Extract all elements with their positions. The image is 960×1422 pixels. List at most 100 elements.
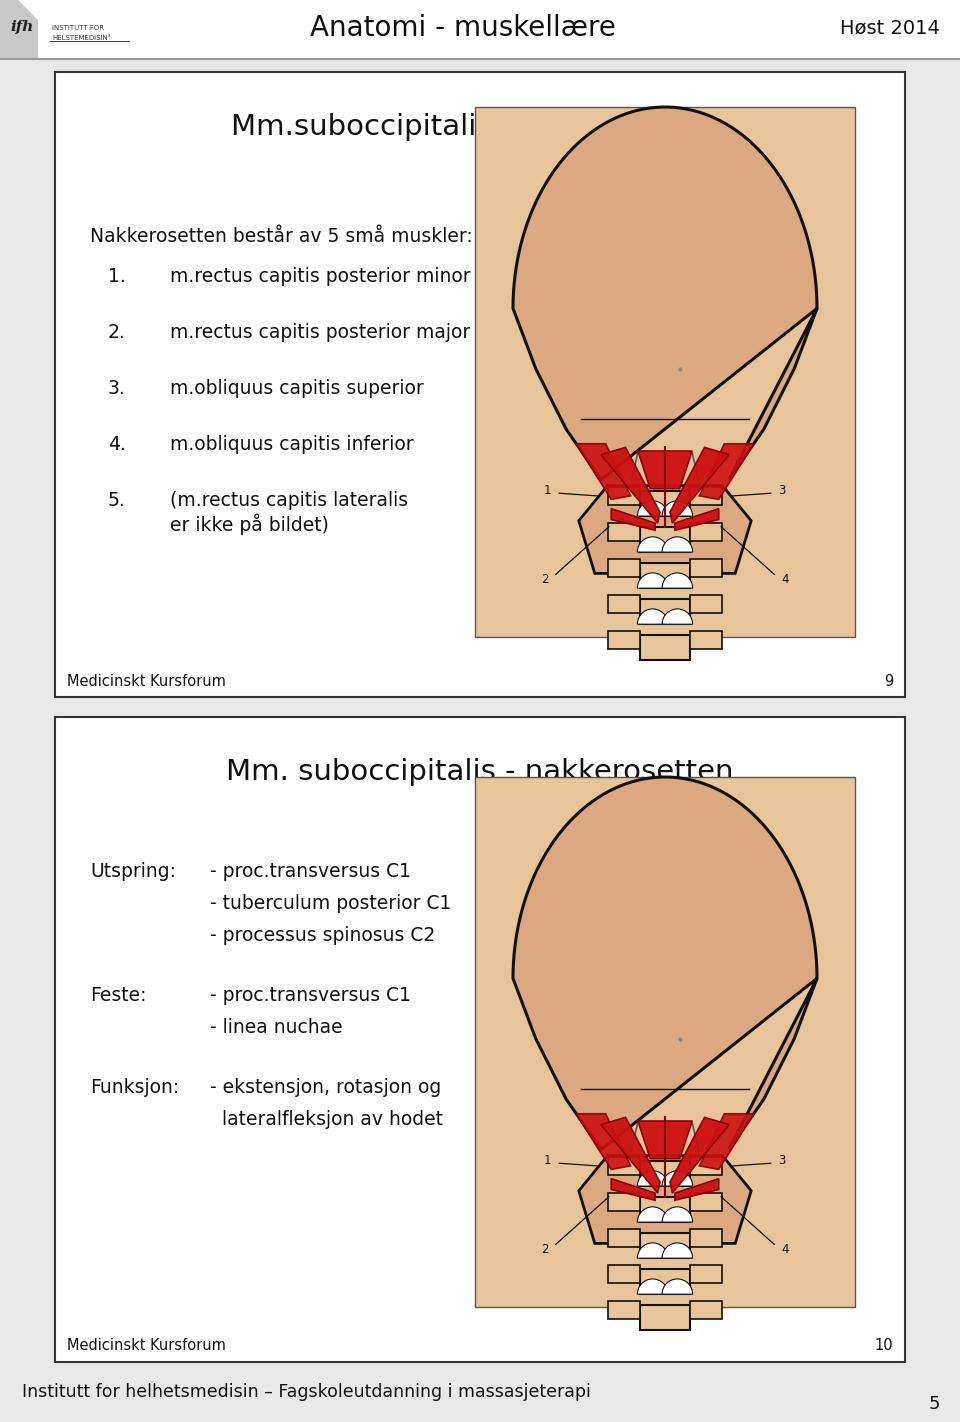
Bar: [0, 58, 960, 60]
Text: HELSTEMEDISIN³: HELSTEMEDISIN³: [52, 36, 110, 41]
Polygon shape: [670, 1118, 730, 1193]
Polygon shape: [700, 444, 754, 499]
Polygon shape: [513, 107, 817, 479]
Wedge shape: [662, 538, 692, 552]
Bar: [640, 491, 689, 516]
Text: m.rectus capitis posterior minor: m.rectus capitis posterior minor: [170, 267, 470, 286]
Text: Mm. suboccipitalis - nakkerosetten: Mm. suboccipitalis - nakkerosetten: [227, 758, 733, 786]
Bar: [608, 631, 640, 648]
Wedge shape: [662, 1207, 692, 1221]
Bar: [689, 1229, 722, 1247]
Text: 5: 5: [928, 1395, 940, 1413]
Bar: [640, 563, 689, 589]
Text: 4: 4: [781, 573, 789, 586]
Wedge shape: [662, 501, 692, 516]
Text: Mm.suboccipitalis - nakkerosetten: Mm.suboccipitalis - nakkerosetten: [230, 112, 730, 141]
Text: 1: 1: [544, 1155, 552, 1167]
Text: Høst 2014: Høst 2014: [840, 18, 940, 37]
Text: 3: 3: [779, 483, 786, 498]
Text: Funksjon:: Funksjon:: [90, 1078, 180, 1096]
Bar: [640, 1197, 689, 1221]
Text: Medicinskt Kursforum: Medicinskt Kursforum: [67, 1338, 226, 1354]
Bar: [608, 523, 640, 540]
Polygon shape: [513, 776, 817, 1149]
Wedge shape: [637, 538, 668, 552]
Bar: [608, 1229, 640, 1247]
Text: 3: 3: [779, 1155, 786, 1167]
Text: 9: 9: [884, 674, 893, 688]
Bar: [608, 559, 640, 577]
Text: - proc.transversus C1: - proc.transversus C1: [210, 862, 411, 882]
Text: 4: 4: [781, 1243, 789, 1256]
Polygon shape: [637, 451, 692, 489]
Bar: [689, 1158, 722, 1175]
Bar: [640, 599, 689, 624]
Text: 2: 2: [540, 1243, 548, 1256]
Text: Feste:: Feste:: [90, 985, 147, 1005]
Wedge shape: [637, 1243, 668, 1258]
Bar: [689, 559, 722, 577]
Polygon shape: [675, 1179, 719, 1200]
Bar: [0, 0, 960, 58]
Bar: [689, 631, 722, 648]
Text: m.obliquus capitis superior: m.obliquus capitis superior: [170, 380, 423, 398]
Bar: [608, 488, 640, 505]
Wedge shape: [637, 1207, 668, 1221]
Polygon shape: [579, 1156, 751, 1243]
Bar: [640, 1305, 689, 1330]
Wedge shape: [662, 609, 692, 624]
Text: m.rectus capitis posterior major: m.rectus capitis posterior major: [170, 323, 470, 343]
Wedge shape: [637, 501, 668, 516]
Wedge shape: [637, 573, 668, 589]
Wedge shape: [637, 1170, 668, 1186]
Text: - processus spinosus C2: - processus spinosus C2: [210, 926, 435, 946]
Bar: [608, 1301, 640, 1318]
Text: Institutt for helhetsmedisin – Fagskoleutdanning i massasjeterapi: Institutt for helhetsmedisin – Fagskoleu…: [22, 1384, 590, 1401]
Text: Anatomi - muskellære: Anatomi - muskellære: [310, 14, 616, 43]
Polygon shape: [579, 486, 751, 573]
Polygon shape: [612, 509, 655, 530]
Wedge shape: [662, 573, 692, 589]
Text: ifh: ifh: [10, 20, 34, 34]
Polygon shape: [576, 1113, 631, 1169]
Wedge shape: [662, 1243, 692, 1258]
Text: - tuberculum posterior C1: - tuberculum posterior C1: [210, 894, 451, 913]
Polygon shape: [601, 1118, 660, 1193]
Wedge shape: [637, 609, 668, 624]
Bar: [55, 73, 905, 697]
Bar: [55, 717, 905, 1362]
Text: Utspring:: Utspring:: [90, 862, 176, 882]
Polygon shape: [601, 448, 660, 523]
Text: (m.rectus capitis lateralis
er ikke på bildet): (m.rectus capitis lateralis er ikke på b…: [170, 491, 408, 535]
Bar: [689, 523, 722, 540]
Text: 1.: 1.: [108, 267, 126, 286]
Text: 2: 2: [540, 573, 548, 586]
Bar: [608, 596, 640, 613]
Wedge shape: [662, 1170, 692, 1186]
Polygon shape: [576, 444, 631, 499]
Bar: [608, 1158, 640, 1175]
Polygon shape: [0, 0, 38, 58]
Polygon shape: [675, 509, 719, 530]
Text: m.obliquus capitis inferior: m.obliquus capitis inferior: [170, 435, 414, 454]
Text: lateralfleksjon av hodet: lateralfleksjon av hodet: [210, 1111, 443, 1129]
Text: - linea nuchae: - linea nuchae: [210, 1018, 343, 1037]
Bar: [608, 1193, 640, 1210]
Bar: [640, 1160, 689, 1186]
Text: INSTITUTT FOR: INSTITUTT FOR: [52, 26, 104, 31]
Bar: [640, 526, 689, 552]
Text: 4.: 4.: [108, 435, 126, 454]
Wedge shape: [637, 1278, 668, 1294]
Text: 10: 10: [875, 1338, 893, 1354]
Text: - ekstensjon, rotasjon og: - ekstensjon, rotasjon og: [210, 1078, 442, 1096]
Bar: [640, 1268, 689, 1294]
Bar: [608, 1266, 640, 1283]
Polygon shape: [637, 1121, 692, 1159]
Bar: [689, 1193, 722, 1210]
Bar: [689, 1301, 722, 1318]
Text: 2.: 2.: [108, 323, 126, 343]
Polygon shape: [670, 448, 730, 523]
Text: 1: 1: [544, 483, 552, 498]
Wedge shape: [662, 1278, 692, 1294]
Bar: [689, 488, 722, 505]
